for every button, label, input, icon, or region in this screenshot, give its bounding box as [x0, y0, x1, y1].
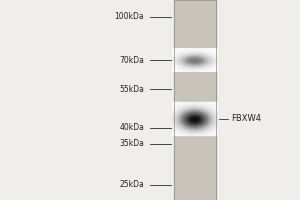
Text: 25kDa: 25kDa	[119, 180, 144, 189]
Text: 40kDa: 40kDa	[119, 123, 144, 132]
Text: 35kDa: 35kDa	[119, 139, 144, 148]
Bar	[174, 0, 216, 200]
Text: 55kDa: 55kDa	[119, 85, 144, 94]
Text: FBXW4: FBXW4	[231, 114, 261, 123]
Text: 70kDa: 70kDa	[119, 56, 144, 65]
Text: 100kDa: 100kDa	[114, 12, 144, 21]
